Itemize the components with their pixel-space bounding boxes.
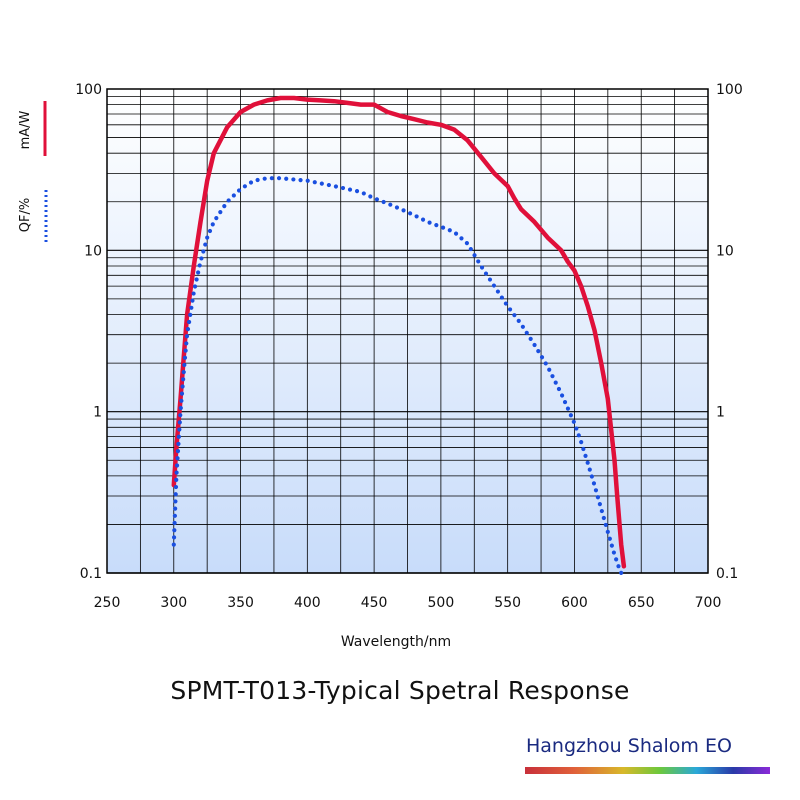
x-tick-label: 650: [628, 595, 655, 611]
y-tick-label-right: 10: [716, 243, 734, 259]
y-tick-label-left: 10: [84, 243, 102, 259]
y-axis-label-mAW: mA/W: [18, 110, 33, 149]
series-maw-line: [171, 95, 627, 569]
chart-title: SPMT-T013-Typical Spetral Response: [170, 676, 630, 705]
x-tick-label: 600: [561, 595, 588, 611]
y-tick-label-left: 100: [75, 82, 102, 98]
x-tick-label: 350: [227, 595, 254, 611]
y-tick-labels-left: 0.1 1 10 100: [75, 82, 102, 582]
brand-rainbow-bar: [525, 767, 770, 774]
y-tick-label-left: 0.1: [80, 566, 102, 582]
x-tick-label: 550: [494, 595, 521, 611]
x-tick-labels: 250 300 350 400 450 500 550 600 650 700: [94, 595, 722, 611]
x-tick-label: 250: [94, 595, 121, 611]
y-axis-label-QF: QF/%: [18, 198, 33, 232]
x-tick-label: 500: [428, 595, 455, 611]
plot-frame: [106, 88, 709, 574]
brand-name: Hangzhou Shalom EO: [526, 735, 732, 757]
y-tick-labels-right: 0.1 1 10 100: [716, 82, 743, 582]
y-tick-label-right: 1: [716, 405, 725, 421]
x-tick-label: 300: [160, 595, 187, 611]
x-tick-label: 450: [361, 595, 388, 611]
y-tick-label-right: 0.1: [716, 566, 738, 582]
x-axis-label: Wavelength/nm: [341, 634, 451, 650]
y-tick-label-left: 1: [93, 405, 102, 421]
x-tick-label: 700: [695, 595, 722, 611]
x-tick-label: 400: [294, 595, 321, 611]
y-tick-label-right: 100: [716, 82, 743, 98]
series-layer: [171, 95, 627, 576]
